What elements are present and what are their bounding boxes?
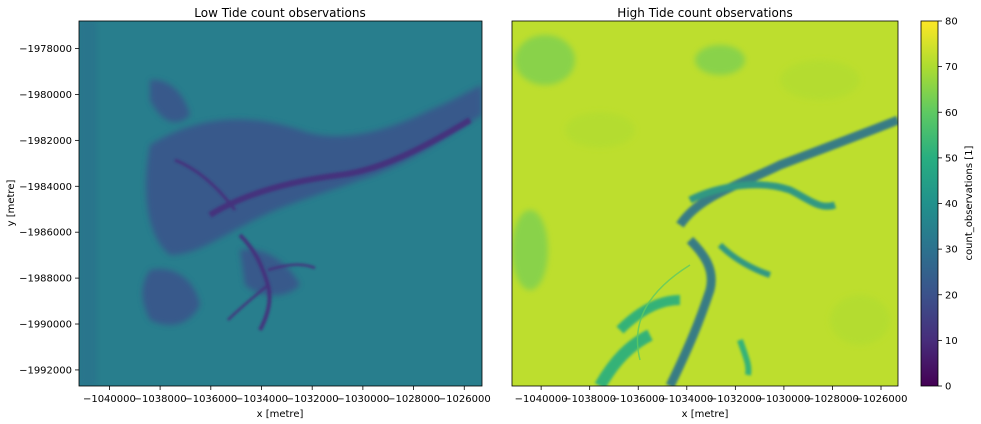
high-tide-sandbar-arc xyxy=(636,264,691,361)
high-tide-channels xyxy=(594,115,898,386)
x-tick-label: −1034000 xyxy=(660,394,713,405)
x-tick-label: −1030000 xyxy=(757,394,810,405)
low-tide-channels xyxy=(174,117,472,331)
x-tick-label: −1040000 xyxy=(515,394,568,405)
low-tide-panel: Low Tide count observations x [metre] y … xyxy=(6,6,491,420)
colorbar-ticks: 0 10 20 30 40 50 60 70 80 xyxy=(938,17,958,393)
y-tick-label: −1990000 xyxy=(19,320,72,331)
x-tick-label: −1032000 xyxy=(286,394,339,405)
high-tide-mottling xyxy=(512,35,890,345)
x-tick-label: −1026000 xyxy=(855,394,908,405)
high-tide-title: High Tide count observations xyxy=(617,6,792,20)
y-tick-label: −1988000 xyxy=(19,274,72,285)
low-tide-heatmap xyxy=(79,21,482,386)
high-tide-axes-frame xyxy=(511,20,899,387)
low-tide-y-ticks: −1978000 −1980000 −1982000 −1984000 −1986000… xyxy=(19,44,79,376)
x-tick-label: −1034000 xyxy=(235,394,288,405)
colorbar-gradient xyxy=(920,20,939,387)
low-tide-axes-frame xyxy=(78,20,483,387)
x-tick-label: −1030000 xyxy=(336,394,389,405)
colorbar-tick-label: 50 xyxy=(945,153,958,164)
colorbar-label: count_observations [1] xyxy=(964,145,975,260)
x-tick-label: −1038000 xyxy=(134,394,187,405)
colorbar-tick-label: 80 xyxy=(945,17,958,28)
x-tick-label: −1038000 xyxy=(563,394,616,405)
colorbar-tick-label: 40 xyxy=(945,199,958,210)
x-tick-label: −1040000 xyxy=(83,394,136,405)
high-tide-heatmap xyxy=(512,21,898,386)
x-tick-label: −1028000 xyxy=(387,394,440,405)
high-tide-x-axis-label: x [metre] xyxy=(682,409,729,420)
y-tick-label: −1984000 xyxy=(19,182,72,193)
high-tide-x-ticks: −1040000−1038000−1036000−1034000−1032000… xyxy=(515,386,908,405)
colorbar-tick-label: 10 xyxy=(945,336,958,347)
colorbar-tick-label: 60 xyxy=(945,108,958,119)
low-tide-x-axis-label: x [metre] xyxy=(257,409,304,420)
low-tide-x-ticks: −1040000−1038000−1036000−1034000−1032000… xyxy=(83,386,491,405)
colorbar: 0 10 20 30 40 50 60 70 80 count_observations [1] xyxy=(920,17,975,393)
high-tide-panel: High Tide count observations x [metre] −… xyxy=(511,6,908,420)
x-tick-label: −1032000 xyxy=(709,394,762,405)
colorbar-tick-label: 20 xyxy=(945,290,958,301)
low-tide-y-axis-label: y [metre] xyxy=(6,180,17,227)
y-tick-label: −1992000 xyxy=(19,365,72,376)
x-tick-label: −1026000 xyxy=(438,394,491,405)
y-tick-label: −1986000 xyxy=(19,228,72,239)
colorbar-tick-label: 70 xyxy=(945,62,958,73)
low-tide-west-edge xyxy=(79,21,97,386)
y-tick-label: −1978000 xyxy=(19,44,72,55)
y-tick-label: −1982000 xyxy=(19,136,72,147)
x-tick-label: −1028000 xyxy=(806,394,859,405)
x-tick-label: −1036000 xyxy=(184,394,237,405)
low-tide-tidal-flats xyxy=(142,79,482,325)
colorbar-tick-label: 30 xyxy=(945,245,958,256)
colorbar-tick-label: 0 xyxy=(945,382,951,393)
y-tick-label: −1980000 xyxy=(19,90,72,101)
low-tide-title: Low Tide count observations xyxy=(194,6,365,20)
x-tick-label: −1036000 xyxy=(612,394,665,405)
